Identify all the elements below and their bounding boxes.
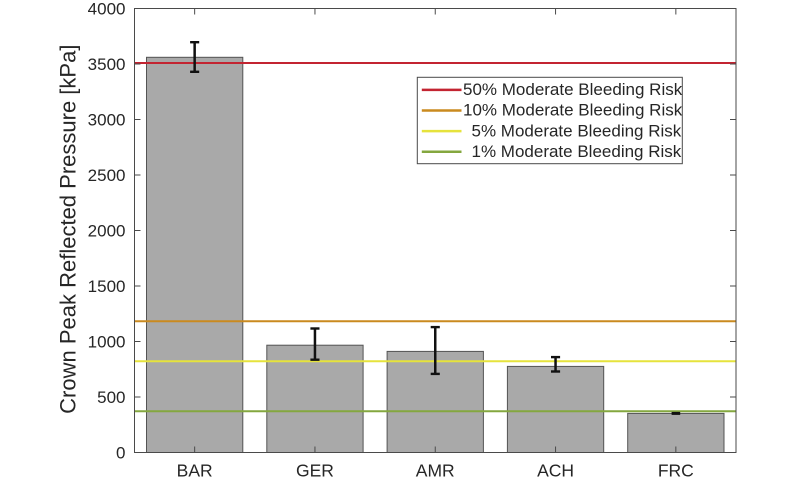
svg-text:500: 500 (97, 388, 125, 407)
svg-text:5% Moderate Bleeding Risk: 5% Moderate Bleeding Risk (472, 121, 682, 140)
svg-text:0: 0 (116, 444, 125, 463)
svg-text:BAR: BAR (177, 461, 213, 480)
svg-text:10% Moderate Bleeding Risk: 10% Moderate Bleeding Risk (463, 101, 683, 120)
svg-text:3000: 3000 (88, 111, 126, 130)
svg-text:2000: 2000 (88, 222, 126, 241)
svg-text:GER: GER (296, 461, 334, 480)
svg-text:1000: 1000 (88, 333, 126, 352)
svg-text:1500: 1500 (88, 277, 126, 296)
svg-text:FRC: FRC (658, 461, 694, 480)
svg-text:4000: 4000 (88, 0, 126, 19)
svg-text:1% Moderate Bleeding Risk: 1% Moderate Bleeding Risk (472, 142, 682, 161)
svg-text:Crown Peak Reflected Pressure: Crown Peak Reflected Pressure [kPa] (56, 45, 81, 414)
svg-text:3500: 3500 (88, 55, 126, 74)
svg-text:AMR: AMR (416, 461, 455, 480)
svg-text:50% Moderate Bleeding Risk: 50% Moderate Bleeding Risk (463, 80, 683, 99)
svg-text:ACH: ACH (537, 461, 574, 480)
svg-text:2500: 2500 (88, 166, 126, 185)
